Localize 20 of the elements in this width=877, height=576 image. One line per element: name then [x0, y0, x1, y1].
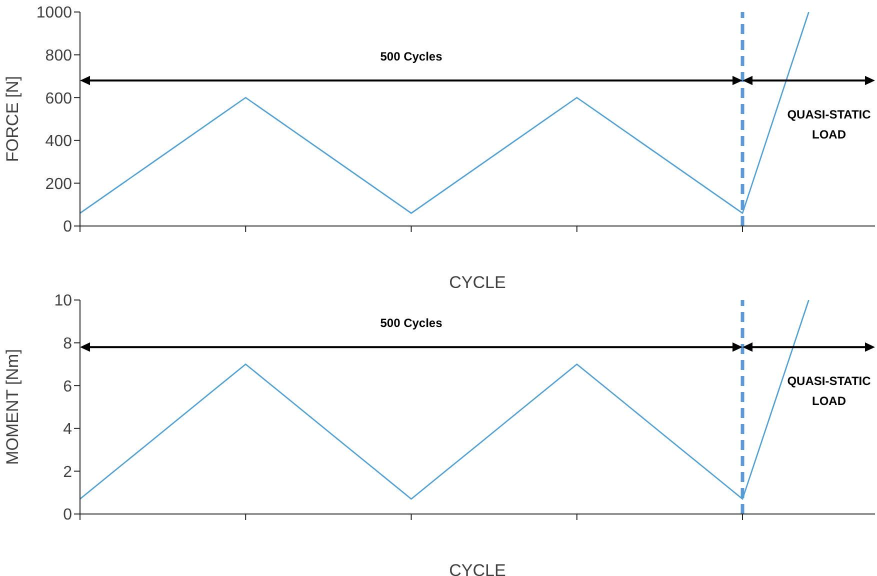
y-tick-label: 8	[63, 335, 72, 352]
y-tick-label: 10	[54, 292, 72, 310]
y-tick-label: 400	[45, 133, 72, 150]
annotation: 500 Cycles	[380, 316, 443, 330]
y-axis-title: MOMENT [Nm]	[3, 349, 22, 465]
y-tick-label: 2	[63, 464, 72, 481]
x-axis-title: CYCLE	[449, 561, 506, 576]
y-tick-label: 1000	[36, 4, 72, 22]
x-axis-title: CYCLE	[449, 273, 506, 292]
y-tick-label: 0	[63, 218, 72, 236]
y-tick-label: 200	[45, 176, 72, 193]
y-tick-label: 4	[63, 421, 72, 438]
annotation: QUASI-STATIC LOAD	[787, 374, 872, 408]
annotation: QUASI-STATIC LOAD	[787, 107, 872, 142]
y-axis-title: FORCE [N]	[3, 76, 22, 162]
y-tick-label: 6	[63, 378, 72, 396]
y-tick-label: 800	[45, 47, 72, 64]
annotation: 500 Cycles	[380, 49, 443, 64]
y-tick-label: 600	[45, 90, 72, 108]
y-tick-label: 0	[63, 506, 72, 524]
